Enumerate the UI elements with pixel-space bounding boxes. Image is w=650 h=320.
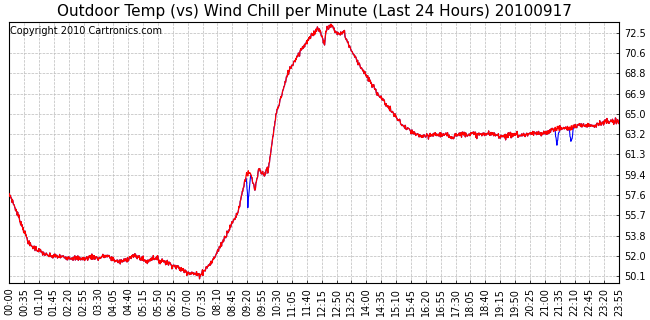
Text: Copyright 2010 Cartronics.com: Copyright 2010 Cartronics.com — [10, 26, 162, 36]
Title: Outdoor Temp (vs) Wind Chill per Minute (Last 24 Hours) 20100917: Outdoor Temp (vs) Wind Chill per Minute … — [57, 4, 571, 19]
